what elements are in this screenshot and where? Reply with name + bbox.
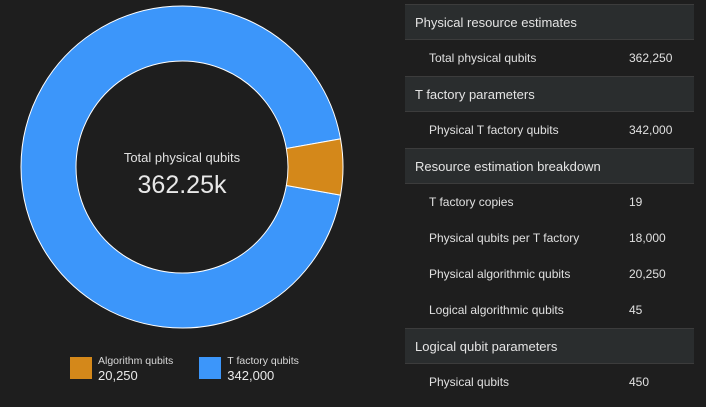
row-value: 45 bbox=[629, 303, 643, 317]
results-table: Physical resource estimates Total physic… bbox=[405, 4, 694, 400]
table-row: Logical algorithmic qubits 45 bbox=[405, 292, 694, 328]
table-row: Physical qubits 450 bbox=[405, 364, 694, 400]
row-label: Physical algorithmic qubits bbox=[429, 267, 571, 281]
row-value: 450 bbox=[629, 375, 650, 389]
row-label: Logical algorithmic qubits bbox=[429, 303, 564, 317]
row-label: T factory copies bbox=[429, 195, 514, 209]
section-header-logical-qubit-parameters[interactable]: Logical qubit parameters bbox=[405, 328, 694, 364]
section-header-physical-resource-estimates[interactable]: Physical resource estimates bbox=[405, 4, 694, 40]
row-label: Total physical qubits bbox=[429, 51, 537, 65]
legend-swatch-tfactory bbox=[199, 357, 222, 379]
section-header-t-factory-parameters[interactable]: T factory parameters bbox=[405, 76, 694, 112]
legend-item-algorithm[interactable]: Algorithm qubits 20,250 bbox=[70, 355, 173, 383]
legend-value: 20,250 bbox=[98, 368, 138, 383]
legend-value: 342,000 bbox=[227, 368, 275, 383]
row-value: 20,250 bbox=[629, 267, 666, 281]
table-row: T factory copies 19 bbox=[405, 184, 694, 220]
donut-segment-t-factory[interactable] bbox=[20, 5, 342, 329]
donut-center-value: 362.25k bbox=[137, 171, 227, 199]
table-row: Physical T factory qubits 342,000 bbox=[405, 112, 694, 148]
row-label: Physical T factory qubits bbox=[429, 123, 559, 137]
table-row: Total physical qubits 362,250 bbox=[405, 40, 694, 76]
row-value: 342,000 bbox=[629, 123, 673, 137]
table-row: Physical algorithmic qubits 20,250 bbox=[405, 256, 694, 292]
legend-name: Algorithm qubits bbox=[98, 355, 174, 367]
legend-name: T factory qubits bbox=[227, 355, 299, 367]
donut-center-label: Total physical qubits bbox=[123, 150, 241, 165]
section-header-resource-estimation-breakdown[interactable]: Resource estimation breakdown bbox=[405, 148, 694, 184]
row-label: Physical qubits bbox=[429, 375, 510, 389]
row-value: 362,250 bbox=[629, 51, 673, 65]
legend-item-tfactory[interactable]: T factory qubits 342,000 bbox=[199, 355, 299, 383]
donut-chart: Total physical qubits 362.25k bbox=[0, 0, 380, 340]
donut-segment-algorithm[interactable] bbox=[285, 138, 344, 196]
chart-legend: Algorithm qubits 20,250 T factory qubits… bbox=[70, 355, 299, 383]
donut-svg bbox=[20, 5, 344, 329]
row-label: Physical qubits per T factory bbox=[429, 231, 580, 245]
row-value: 19 bbox=[629, 195, 643, 209]
row-value: 18,000 bbox=[629, 231, 666, 245]
table-row: Physical qubits per T factory 18,000 bbox=[405, 220, 694, 256]
legend-swatch-algorithm bbox=[70, 357, 92, 379]
